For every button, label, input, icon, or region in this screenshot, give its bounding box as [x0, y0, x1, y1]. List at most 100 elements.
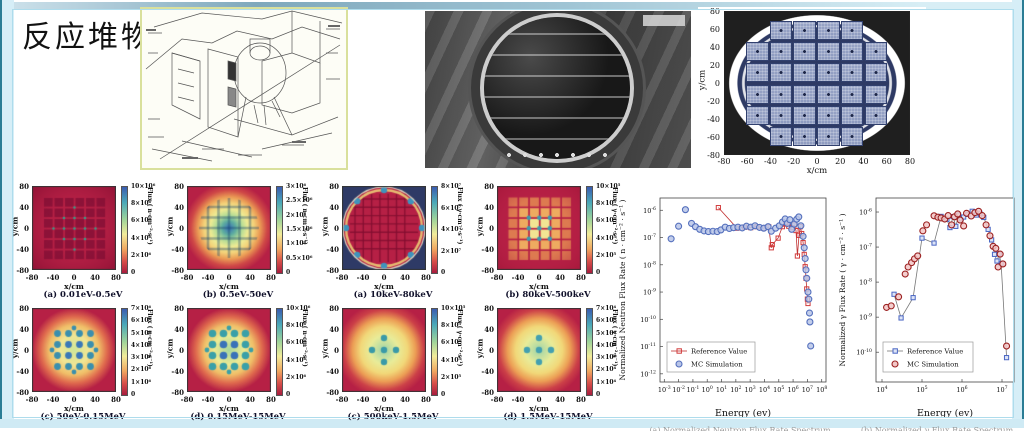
colorbar-tick: 8×10⁶ — [131, 200, 152, 208]
heatmap-canvas — [32, 308, 116, 392]
reactor-cutaway-diagram — [140, 7, 348, 170]
legend-box — [882, 341, 974, 373]
colorbar-tick: 8×10⁵ — [441, 322, 462, 330]
fuel-assembly — [864, 63, 887, 83]
svg-text:103: 103 — [745, 385, 756, 394]
data-point — [895, 293, 903, 301]
data-point — [1003, 355, 1010, 361]
fuel-assembly — [793, 127, 816, 146]
colorbar-tick: 10×10⁶ — [286, 305, 311, 312]
heatmap-y-tick: 80 — [329, 182, 339, 191]
data-point — [956, 216, 964, 224]
core-map-y-tick: 60 — [709, 25, 720, 34]
heatmap-y-tick: -80 — [171, 266, 184, 275]
core-map-y-tick: -20 — [707, 97, 720, 106]
heatmap-xlabel: x/cm — [219, 404, 239, 413]
svg-text:105: 105 — [773, 385, 784, 394]
fuel-assembly — [840, 127, 864, 146]
data-point — [999, 260, 1007, 268]
data-point — [797, 222, 805, 230]
legend-label: Reference Value — [907, 347, 963, 355]
core-map-x-tick: 40 — [858, 157, 869, 166]
heatmap-panel: y/cm 80 40 0 -40 -80 -80 -40 0 40 80 x/cm 10×10⁶ 8×10… — [163, 302, 315, 424]
heatmap-x-tick: -40 — [511, 395, 525, 404]
colorbar-tick: 6×10⁶ — [131, 317, 152, 325]
data-point — [996, 250, 1004, 258]
heatmap-y-tick: 0 — [179, 346, 184, 355]
heatmap-caption: (a) 10keV-80keV — [353, 290, 433, 300]
heatmap-canvas — [497, 308, 581, 392]
heatmap-y-tick: 40 — [174, 203, 184, 212]
colorbar-tick: 4×10⁷ — [441, 226, 462, 233]
heatmap-x-tick: -80 — [490, 395, 504, 404]
colorbar-tick: 10×10⁵ — [441, 305, 466, 312]
data-point — [805, 295, 813, 303]
svg-text:101: 101 — [716, 385, 727, 394]
fuel-assembly — [793, 84, 816, 104]
core-map-y-tick: 40 — [709, 43, 720, 52]
heatmap-x-tick: -80 — [335, 395, 349, 404]
colorbar-tick: 0 — [441, 391, 446, 398]
fuel-assembly — [793, 63, 816, 83]
colorbar-tick: 10×10⁶ — [131, 183, 156, 190]
svg-text:105: 105 — [916, 385, 927, 394]
fuel-assembly — [840, 63, 864, 83]
core-map-y-tick: -60 — [707, 133, 720, 142]
colorbar-tick: 4×10⁶ — [131, 234, 152, 242]
fuel-assembly — [769, 127, 793, 146]
heatmap-ylabel: y/cm — [165, 338, 175, 359]
heatmap-panel: y/cm 80 40 0 -40 -80 -80 -40 0 40 80 x/cm 10×10⁵ 8×10… — [318, 302, 470, 424]
svg-text:10-6: 10-6 — [859, 208, 872, 217]
core-map-x-tick: -80 — [717, 157, 731, 166]
x-axis-label: Energy (ev) — [715, 408, 771, 419]
data-point — [715, 205, 721, 211]
heatmap-x-tick: 40 — [245, 273, 255, 282]
heatmap-panel: y/cm 80 40 0 -40 -80 -80 -40 0 40 80 x/cm 3×10⁶ 2.5×1… — [163, 180, 315, 302]
data-point — [948, 221, 956, 229]
heatmap-xlabel: x/cm — [64, 404, 84, 413]
heatmap-x-tick: 40 — [245, 395, 255, 404]
data-point — [807, 342, 815, 350]
data-point — [1003, 342, 1011, 350]
gamma-spectrum-chart: 104 105 106 107 10-6 10-7 10-8 10-9 10-10 Energy … — [836, 186, 1022, 428]
data-point — [982, 221, 990, 229]
colorbar-tick: 6×10⁵ — [441, 339, 462, 347]
fuel-assembly — [793, 105, 816, 125]
heatmap-x-tick: 0 — [381, 395, 387, 404]
colorbar-tick: 2.5×10⁶ — [286, 197, 313, 205]
colorbar — [586, 186, 593, 274]
svg-text:10-3: 10-3 — [658, 385, 671, 394]
heatmap-y-tick: 80 — [484, 304, 494, 313]
heatmap-ylabel: y/cm — [475, 216, 485, 237]
colorbar-label: Flux ( n·cm⁻²·s⁻¹) — [146, 187, 153, 245]
heatmap-y-tick: 80 — [174, 304, 184, 313]
data-point — [768, 245, 774, 251]
fuel-assembly — [840, 21, 864, 40]
heatmap-caption: (b) 0.5eV-50eV — [202, 290, 274, 300]
heatmap-y-tick: 0 — [334, 224, 339, 233]
colorbar-label: Flux ( n·cm⁻²·s⁻¹) — [146, 309, 153, 367]
colorbar-tick: 2×10⁶ — [131, 251, 152, 259]
data-point — [794, 253, 800, 259]
heatmap-y-tick: 80 — [484, 182, 494, 191]
heatmap-y-tick: 0 — [489, 346, 494, 355]
colorbar-tick: 8×10⁷ — [441, 183, 462, 190]
fuel-assembly — [817, 105, 840, 125]
frame-top-band — [0, 2, 1024, 10]
heatmap-xlabel: x/cm — [64, 282, 84, 291]
heatmap-x-tick: 0 — [536, 273, 542, 282]
colorbar-label: Flux ( n·cm⁻²·s⁻¹) — [301, 309, 308, 367]
heatmap-canvas — [187, 308, 271, 392]
heatmap-x-tick: 0 — [381, 273, 387, 282]
heatmap-x-tick: -40 — [46, 395, 60, 404]
core-map-xlabel: x/cm — [806, 166, 828, 176]
heatmap-canvas — [32, 186, 116, 270]
data-point — [806, 318, 814, 326]
colorbar — [431, 308, 438, 396]
colorbar-tick: 0 — [286, 269, 291, 276]
photo-caption-tag — [643, 15, 685, 26]
svg-text:10-9: 10-9 — [643, 288, 656, 297]
data-point — [799, 232, 807, 240]
core-map-y-tick: -80 — [707, 151, 720, 160]
data-point — [954, 210, 962, 218]
